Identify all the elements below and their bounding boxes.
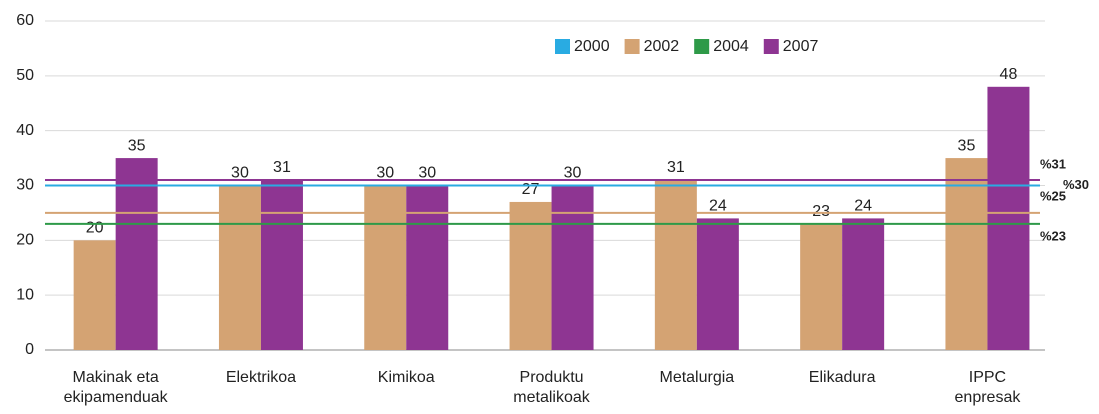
bar: [218, 185, 261, 350]
y-tick-label: 60: [16, 12, 34, 29]
x-tick-label: Elikadura: [808, 369, 876, 386]
data-label: 24: [854, 198, 872, 215]
bar: [115, 158, 158, 350]
average-label: %25: [1040, 188, 1066, 203]
legend-swatch: [763, 39, 779, 54]
legend-label: 2007: [783, 38, 819, 55]
data-label: 48: [1000, 66, 1018, 83]
data-label: 30: [418, 165, 436, 182]
x-tick-label: Makinak eta ekipamenduak: [63, 369, 168, 406]
bar: [696, 218, 739, 350]
x-tick-label: IPPC enpresak: [954, 369, 1021, 406]
bar: [406, 185, 449, 350]
data-label: 31: [667, 159, 685, 176]
bar: [364, 185, 407, 350]
average-label: %30: [1063, 177, 1089, 192]
data-label: 24: [709, 198, 727, 215]
x-tick-label: Kimikoa: [377, 369, 435, 386]
data-label: 23: [812, 203, 830, 220]
x-tick-label: Metalurgia: [659, 369, 735, 386]
bar: [654, 180, 697, 350]
y-tick-label: 40: [16, 122, 34, 139]
data-label: 35: [128, 137, 146, 154]
data-label: 30: [376, 165, 394, 182]
legend-label: 2000: [574, 38, 610, 55]
data-label: 30: [231, 165, 249, 182]
legend-label: 2002: [644, 38, 680, 55]
data-label: 35: [958, 137, 976, 154]
bar: [800, 223, 843, 350]
bar: [509, 201, 552, 350]
average-label: %23: [1040, 228, 1066, 243]
average-label: %31: [1040, 156, 1066, 171]
bar: [945, 158, 988, 350]
legend-swatch: [555, 39, 570, 54]
bar: [73, 240, 116, 350]
y-tick-label: 50: [16, 67, 34, 84]
legend-swatch: [694, 39, 710, 54]
bar: [551, 185, 594, 350]
data-label: 30: [564, 165, 582, 182]
data-label: 31: [273, 159, 291, 176]
x-tick-label: Produktu metalikoak: [513, 369, 590, 406]
bar: [260, 180, 303, 350]
y-tick-label: 0: [25, 341, 34, 358]
y-tick-label: 10: [16, 286, 34, 303]
x-tick-label: Elektrikoa: [225, 369, 297, 386]
data-label: 27: [522, 181, 540, 198]
legend-swatch: [624, 39, 640, 54]
y-tick-label: 30: [16, 177, 34, 194]
bar: [987, 86, 1030, 351]
legend-label: 2004: [713, 38, 749, 55]
y-tick-label: 20: [16, 232, 34, 249]
data-label: 20: [86, 220, 104, 237]
bar: [842, 218, 885, 350]
